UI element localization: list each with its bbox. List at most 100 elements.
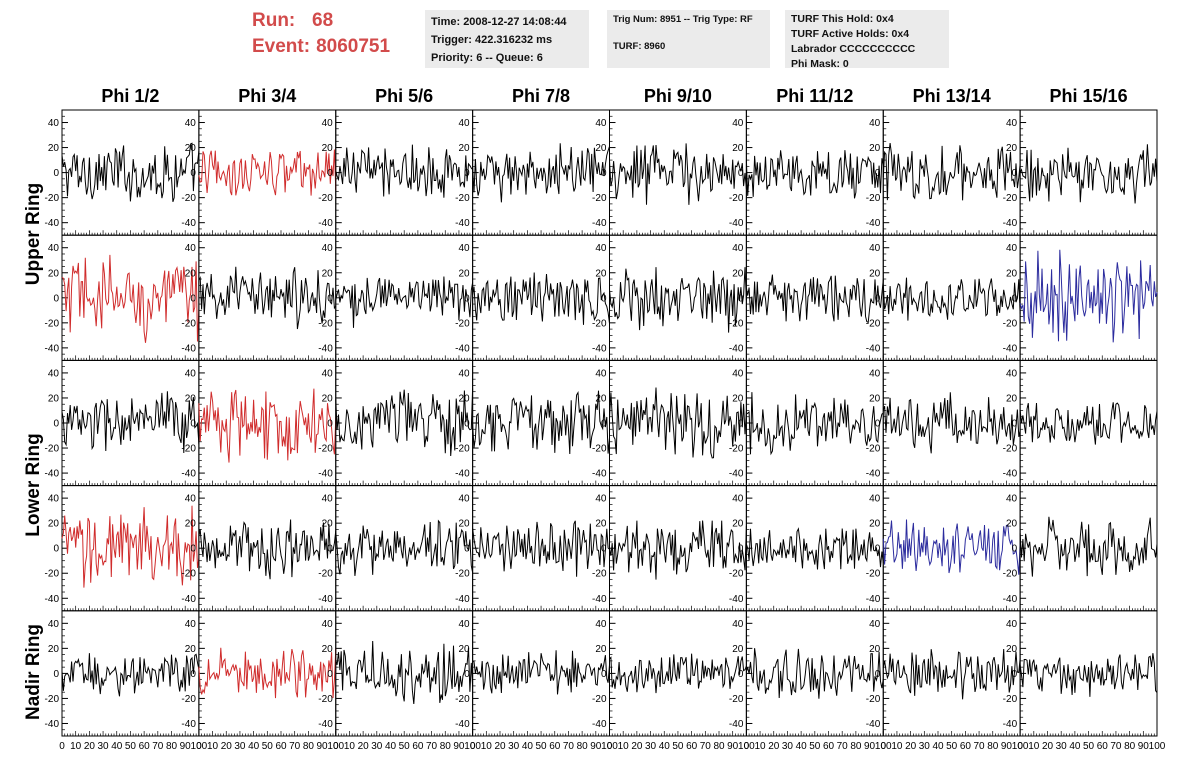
y-tick-label: 40 bbox=[595, 368, 607, 379]
x-tick-label: 40 bbox=[932, 741, 944, 752]
y-tick-label: 20 bbox=[48, 268, 60, 279]
x-tick-label: 30 bbox=[508, 741, 520, 752]
x-tick-label: 20 bbox=[768, 741, 780, 752]
x-tick-label: 80 bbox=[713, 741, 725, 752]
x-tick-label: 10 bbox=[481, 741, 493, 752]
y-tick-label: 20 bbox=[185, 644, 197, 655]
x-tick-label: 20 bbox=[494, 741, 506, 752]
y-tick-label: 20 bbox=[595, 268, 607, 279]
y-tick-label: 40 bbox=[322, 619, 334, 630]
y-tick-label: -20 bbox=[1003, 193, 1018, 204]
column-header: Phi 13/14 bbox=[912, 86, 991, 106]
waveform-panel: -40 -20 0 20 40 bbox=[45, 359, 200, 487]
x-tick-label: 10 bbox=[344, 741, 356, 752]
turf-active-holds-text: TURF Active Holds: 0x4 bbox=[791, 28, 910, 40]
y-tick-label: 0 bbox=[601, 168, 607, 179]
y-tick-label: -20 bbox=[866, 318, 881, 329]
y-tick-label: 40 bbox=[595, 494, 607, 505]
waveform-line bbox=[1019, 144, 1158, 204]
y-tick-label: 0 bbox=[327, 293, 333, 304]
y-tick-label: 0 bbox=[53, 669, 59, 680]
y-tick-label: 20 bbox=[1006, 644, 1018, 655]
panel-frame bbox=[335, 109, 474, 236]
y-tick-label: 0 bbox=[738, 293, 744, 304]
y-tick-label: 40 bbox=[1006, 619, 1018, 630]
panel-frame bbox=[198, 485, 337, 612]
waveform-panel: -40 -20 0 20 40 bbox=[318, 359, 474, 487]
y-tick-label: -40 bbox=[866, 343, 881, 354]
panel-frame bbox=[335, 610, 474, 737]
y-tick-label: 0 bbox=[464, 419, 470, 430]
x-tick-label: 40 bbox=[522, 741, 534, 752]
event-label: Event: bbox=[252, 36, 311, 57]
x-tick-label: 90 bbox=[864, 741, 876, 752]
y-tick-label: -20 bbox=[592, 694, 607, 705]
y-tick-label: 0 bbox=[190, 669, 196, 680]
waveform-line bbox=[745, 150, 884, 199]
y-tick-label: 20 bbox=[459, 268, 471, 279]
y-tick-label: -40 bbox=[45, 594, 60, 605]
y-tick-label: -40 bbox=[592, 343, 607, 354]
x-tick-label: 50 bbox=[1083, 741, 1095, 752]
x-tick-label: 70 bbox=[1110, 741, 1122, 752]
x-tick-label: 100 bbox=[1012, 741, 1029, 752]
x-tick-label: 0 bbox=[744, 741, 750, 752]
waveform-line bbox=[472, 143, 610, 203]
y-tick-label: -40 bbox=[318, 594, 333, 605]
waveform-line bbox=[61, 653, 200, 697]
y-tick-label: 0 bbox=[738, 544, 744, 555]
y-tick-label: 40 bbox=[869, 619, 881, 630]
y-tick-label: 20 bbox=[595, 393, 607, 404]
trigger-info-panel: Trig Num: 8951 -- Trig Type: RF TURF: 89… bbox=[607, 10, 770, 68]
event-value: 8060751 bbox=[316, 36, 391, 57]
y-tick-label: 0 bbox=[464, 293, 470, 304]
y-tick-label: 0 bbox=[1012, 544, 1018, 555]
y-tick-label: -20 bbox=[729, 694, 744, 705]
x-tick-label: 100 bbox=[464, 741, 481, 752]
run-event-box: Run: 68 Event: 8060751 bbox=[252, 8, 390, 60]
x-tick-label: 40 bbox=[385, 741, 397, 752]
y-tick-label: 40 bbox=[48, 118, 60, 129]
waveform-line bbox=[472, 272, 610, 325]
waveform-line bbox=[882, 392, 1021, 454]
x-tick-label: 100 bbox=[738, 741, 755, 752]
y-tick-label: 40 bbox=[48, 368, 60, 379]
y-tick-label: 0 bbox=[190, 544, 196, 555]
y-tick-label: 40 bbox=[1006, 118, 1018, 129]
y-tick-label: 0 bbox=[1012, 419, 1018, 430]
waveform-line bbox=[745, 274, 884, 324]
x-tick-label: 20 bbox=[905, 741, 917, 752]
x-tick-label: 70 bbox=[700, 741, 712, 752]
y-tick-label: -40 bbox=[866, 594, 881, 605]
y-tick-label: 40 bbox=[48, 619, 60, 630]
waveform-line bbox=[198, 149, 337, 196]
waveform-line bbox=[609, 387, 747, 459]
x-tick-label: 20 bbox=[1042, 741, 1054, 752]
x-tick-label: 90 bbox=[1001, 741, 1013, 752]
y-tick-label: -40 bbox=[729, 218, 744, 229]
waveform-panel: -40 -20 0 20 40 bbox=[318, 109, 474, 236]
y-tick-label: 0 bbox=[53, 419, 59, 430]
y-tick-label: 0 bbox=[190, 419, 196, 430]
y-tick-label: 40 bbox=[185, 494, 197, 505]
y-tick-label: 20 bbox=[732, 519, 744, 530]
y-tick-label: 0 bbox=[738, 669, 744, 680]
y-tick-label: 40 bbox=[459, 619, 471, 630]
y-tick-label: 0 bbox=[190, 293, 196, 304]
y-tick-label: 0 bbox=[738, 168, 744, 179]
waveform-panel: -40 -20 0 20 40 bbox=[729, 234, 884, 361]
y-tick-label: -20 bbox=[592, 569, 607, 580]
labrador-text: Labrador CCCCCCCCCC bbox=[791, 43, 916, 55]
y-tick-label: 20 bbox=[1006, 143, 1018, 154]
y-tick-label: -40 bbox=[318, 469, 333, 480]
waveform-panel: -40 -20 0 20 40 bbox=[455, 485, 610, 612]
waveform-panel: -40 -20 0 20 40 bbox=[866, 359, 1021, 487]
y-tick-label: 40 bbox=[1006, 243, 1018, 254]
waveform-line bbox=[472, 650, 610, 695]
y-tick-label: -40 bbox=[455, 343, 470, 354]
y-tick-label: -40 bbox=[592, 469, 607, 480]
y-tick-label: -40 bbox=[866, 469, 881, 480]
waveform-line bbox=[745, 648, 884, 699]
x-tick-label: 10 bbox=[891, 741, 903, 752]
y-tick-label: -20 bbox=[455, 193, 470, 204]
